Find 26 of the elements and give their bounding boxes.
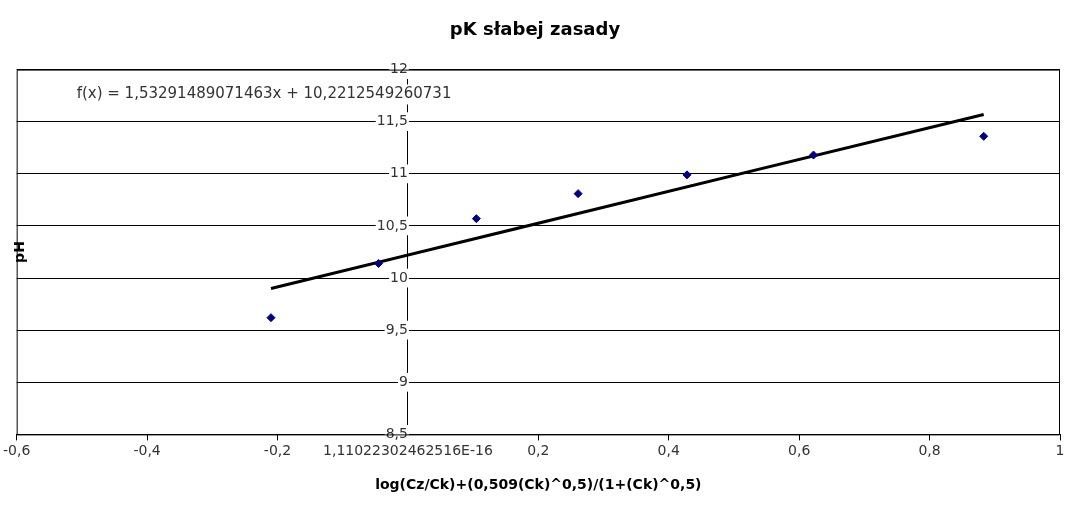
y-axis-title: pH xyxy=(10,241,27,263)
y-tick-label: 10,5 xyxy=(376,216,408,233)
y-tick-label: 9,5 xyxy=(385,320,408,337)
x-tick-label: 1 xyxy=(1055,442,1065,459)
x-tick-label: 0,6 xyxy=(788,442,811,459)
y-tick-label: 11 xyxy=(390,164,408,181)
point xyxy=(573,189,583,199)
point xyxy=(979,131,989,141)
point xyxy=(809,150,819,160)
y-tick-label: 11,5 xyxy=(376,112,408,129)
annotation: f(x) = 1,53291489071463x + 10,2212549260731 xyxy=(76,84,452,103)
point xyxy=(471,214,481,224)
x-tick-label: 1,11022302462516E-16 xyxy=(323,442,493,459)
x-axis-title: log(Cz/Ck)+(0,509(Ck)^0,5)/(1+(Ck)^0,5) xyxy=(375,476,702,493)
x-tick-label: 0,4 xyxy=(657,442,680,459)
x-tick-label: 0,8 xyxy=(918,442,941,459)
point xyxy=(682,170,692,180)
x-tick-label: -0,4 xyxy=(133,442,161,459)
y-tick-label: 10 xyxy=(390,268,408,285)
chart-title: pK słabej zasady xyxy=(449,18,621,40)
x-tick-label: -0,2 xyxy=(263,442,292,459)
point xyxy=(266,313,276,323)
x-tick-label: -0,6 xyxy=(2,442,31,459)
x-tick-label: 0,2 xyxy=(527,442,550,459)
point xyxy=(374,258,384,268)
y-tick-label: 9 xyxy=(398,372,408,389)
